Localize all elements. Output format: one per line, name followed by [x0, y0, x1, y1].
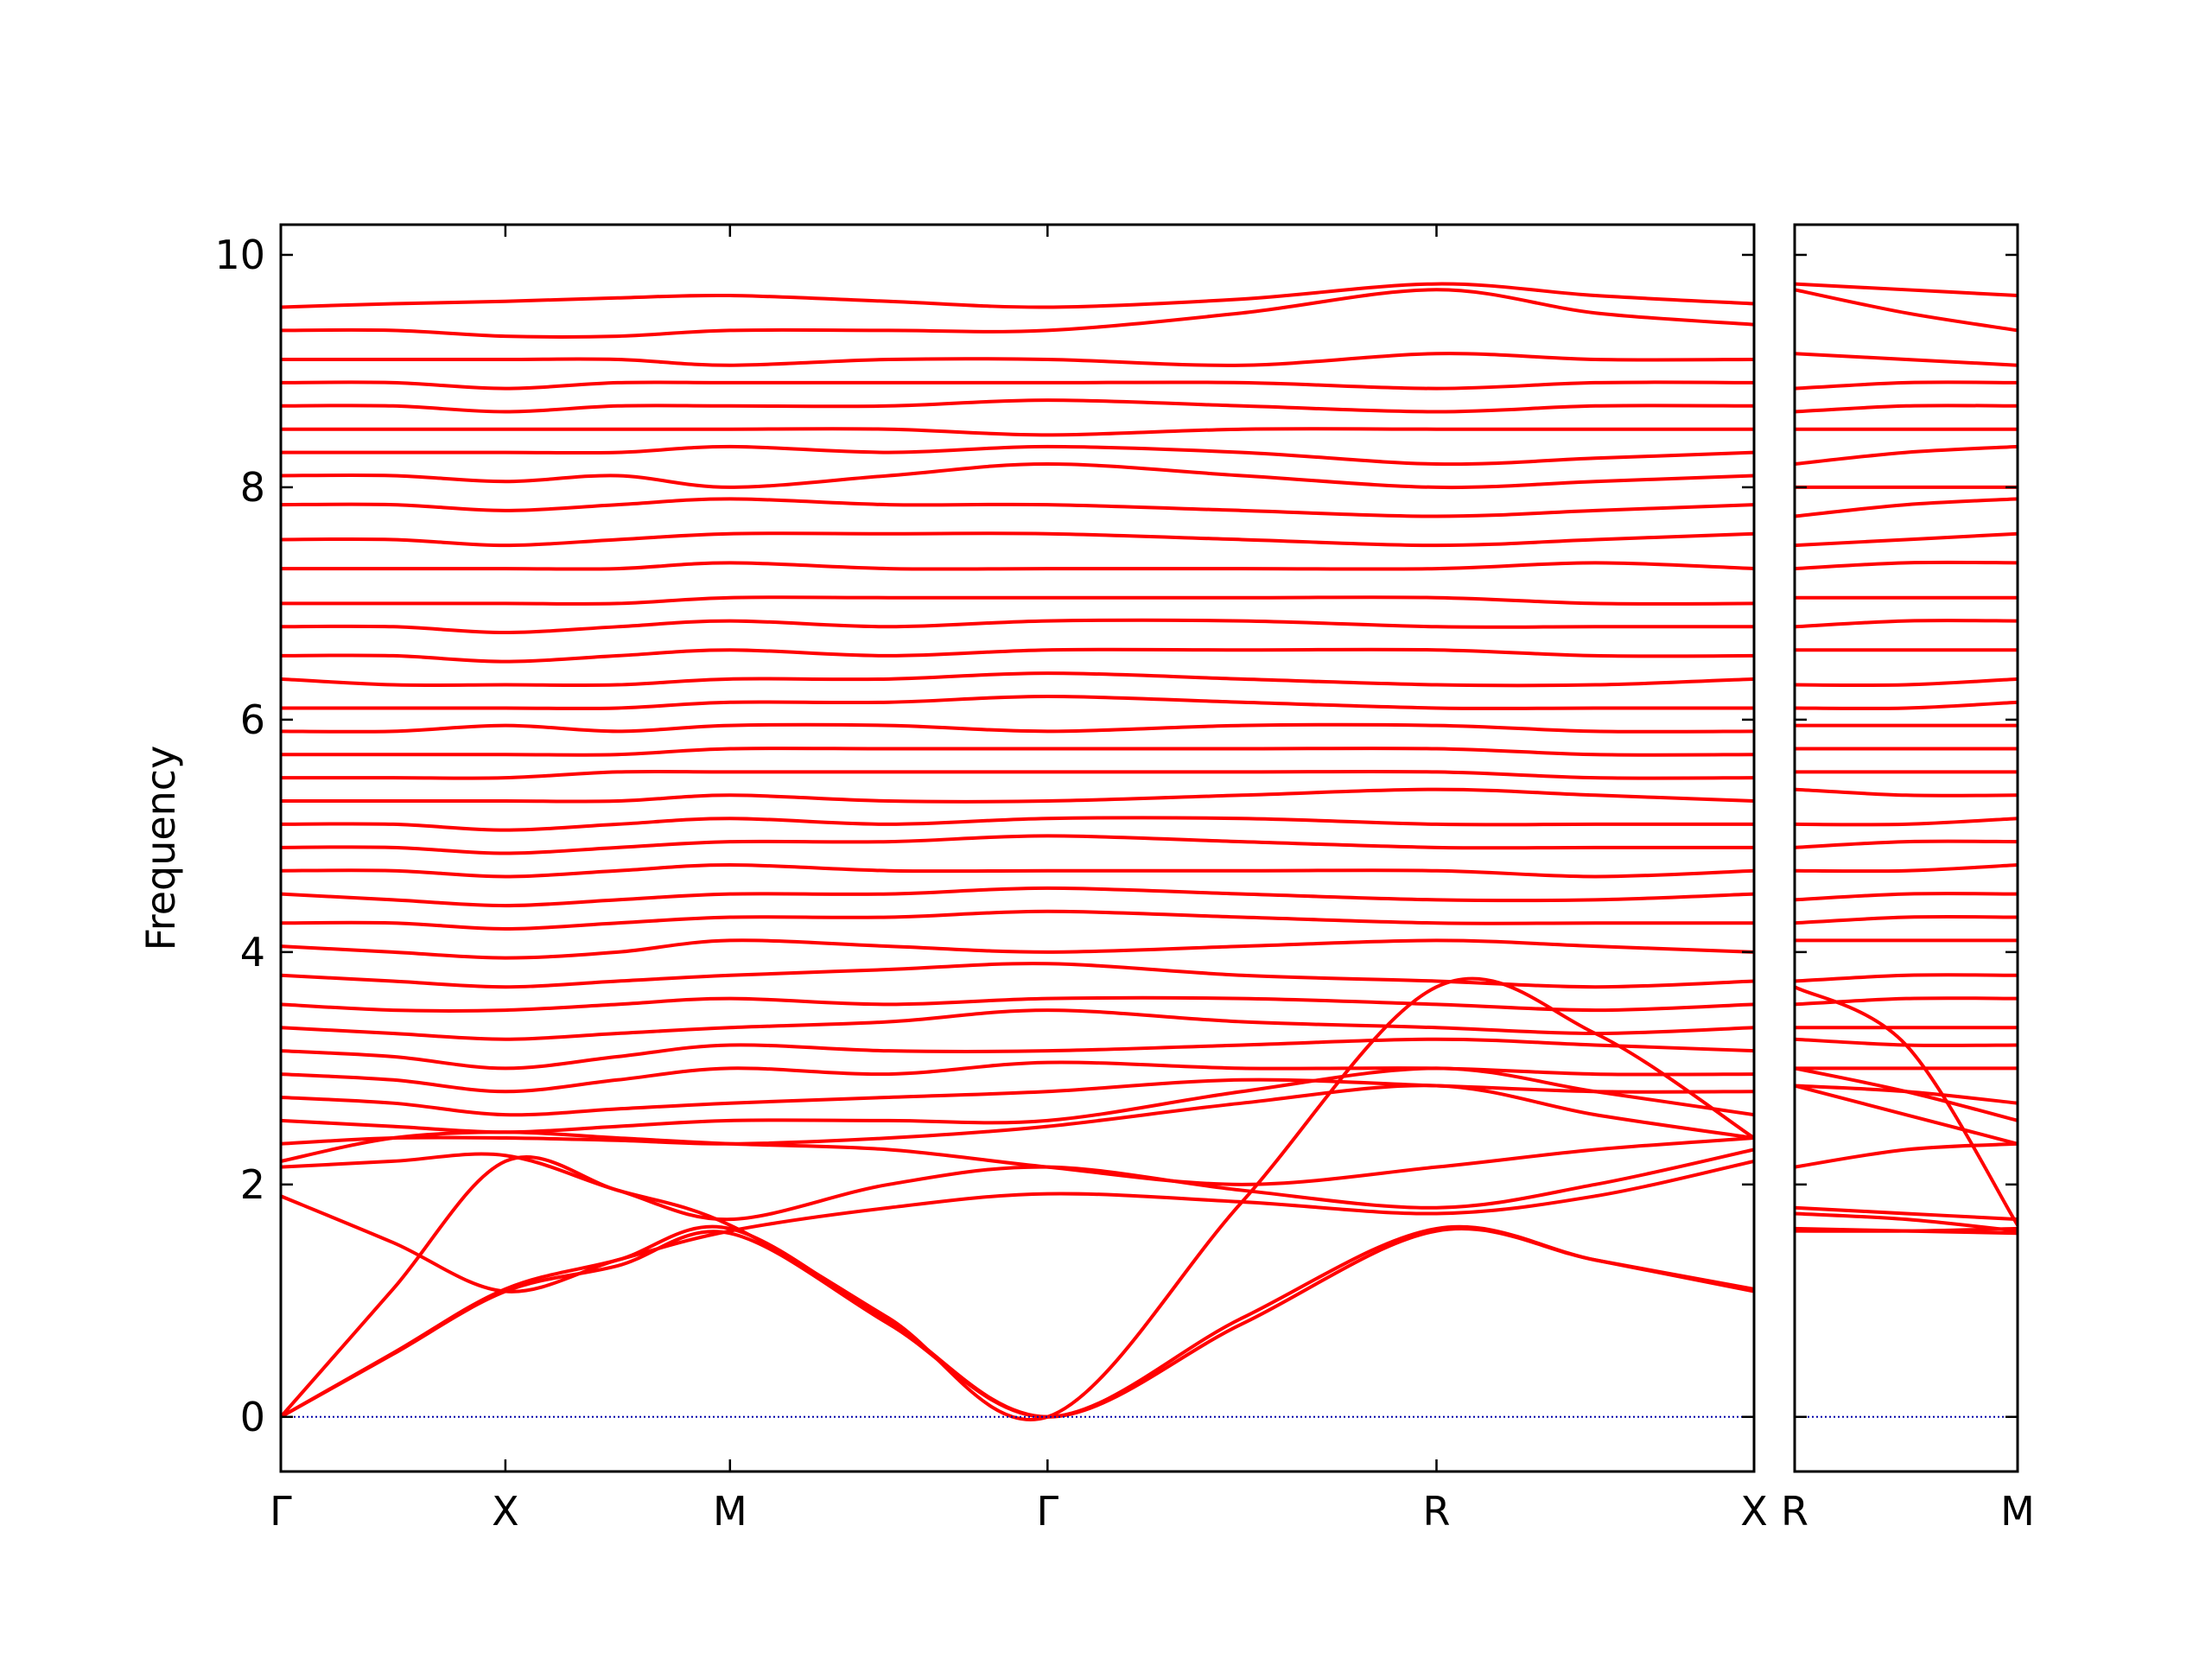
band-line	[1795, 839, 2018, 849]
band-line	[281, 647, 1754, 664]
band-line	[281, 909, 1754, 931]
band-line	[281, 862, 1754, 879]
band-line	[281, 962, 1754, 989]
axes-frame	[1793, 223, 2019, 1473]
band-line	[281, 462, 1754, 490]
band-line	[1795, 560, 2018, 571]
band-line	[281, 787, 1754, 804]
band-line	[281, 380, 1754, 391]
y-tick-label: 2	[240, 1161, 265, 1208]
band-line	[1795, 1141, 2018, 1169]
band-line	[281, 595, 1754, 606]
y-axis-label: Frequency	[137, 746, 184, 951]
band-line	[281, 1008, 1754, 1041]
band-line	[281, 886, 1754, 908]
x-tick-label: Γ	[1037, 1488, 1059, 1535]
band-line	[281, 834, 1754, 855]
band-line	[1795, 863, 2018, 874]
x-tick-label: X	[492, 1488, 519, 1535]
band-line	[281, 561, 1754, 571]
x-tick-label: Γ	[270, 1488, 292, 1535]
band-line	[281, 976, 1754, 1421]
band-line	[281, 427, 1754, 437]
band-line	[281, 282, 1754, 309]
band-line	[281, 444, 1754, 467]
band-line	[1795, 352, 2018, 367]
y-tick-label: 6	[240, 696, 265, 743]
band-line	[1795, 404, 2018, 414]
band-line	[1795, 700, 2018, 710]
band-line	[1795, 497, 2018, 518]
plot-area	[1795, 282, 2018, 1236]
band-line	[1795, 915, 2018, 925]
band-line	[1795, 1084, 2018, 1146]
band-line	[281, 671, 1754, 688]
plot-area	[281, 282, 1754, 1421]
band-line	[281, 1147, 1754, 1222]
band-line	[1795, 288, 2018, 333]
band-line	[1795, 1037, 2018, 1047]
y-tick-label: 0	[240, 1394, 265, 1440]
band-line	[1795, 1084, 2018, 1105]
y-tick-label: 4	[240, 929, 265, 976]
band-line	[1795, 892, 2018, 902]
band-line	[281, 1066, 1754, 1135]
band-line	[281, 769, 1754, 780]
band-line	[281, 352, 1754, 367]
band-line	[281, 288, 1754, 339]
x-tick-label: R	[1423, 1488, 1451, 1535]
band-line	[281, 694, 1754, 710]
band-line	[1795, 973, 2018, 983]
band-line	[281, 398, 1754, 414]
band-line	[1795, 1211, 2018, 1233]
y-tick-label: 10	[214, 232, 265, 278]
band-line	[281, 816, 1754, 832]
band-line	[1795, 282, 2018, 298]
band-line	[1795, 787, 2018, 798]
x-tick-label: R	[1781, 1488, 1808, 1535]
x-tick-label: M	[713, 1488, 747, 1535]
band-line	[1795, 531, 2018, 548]
band-line	[281, 531, 1754, 548]
band-line	[281, 1037, 1754, 1071]
band-line	[281, 1159, 1754, 1294]
band-line	[1795, 996, 2018, 1007]
band-line	[281, 1060, 1754, 1094]
band-line	[281, 1084, 1754, 1146]
band-line	[1795, 1205, 2018, 1222]
band-line	[1795, 444, 2018, 467]
band-line	[1795, 380, 2018, 391]
band-line	[1795, 677, 2018, 688]
x-tick-label: M	[2000, 1488, 2035, 1535]
band-line	[1795, 985, 2018, 1226]
band-line	[281, 747, 1754, 757]
band-line	[281, 1077, 1754, 1117]
band-line	[1795, 817, 2018, 827]
band-line	[1795, 619, 2018, 629]
band-line	[281, 938, 1754, 960]
band-line	[281, 618, 1754, 635]
band-line	[281, 497, 1754, 518]
y-tick-label: 8	[240, 464, 265, 511]
band-line	[281, 722, 1754, 734]
x-tick-label: X	[1740, 1488, 1768, 1535]
band-line	[281, 995, 1754, 1013]
axes-frame	[279, 223, 1756, 1473]
